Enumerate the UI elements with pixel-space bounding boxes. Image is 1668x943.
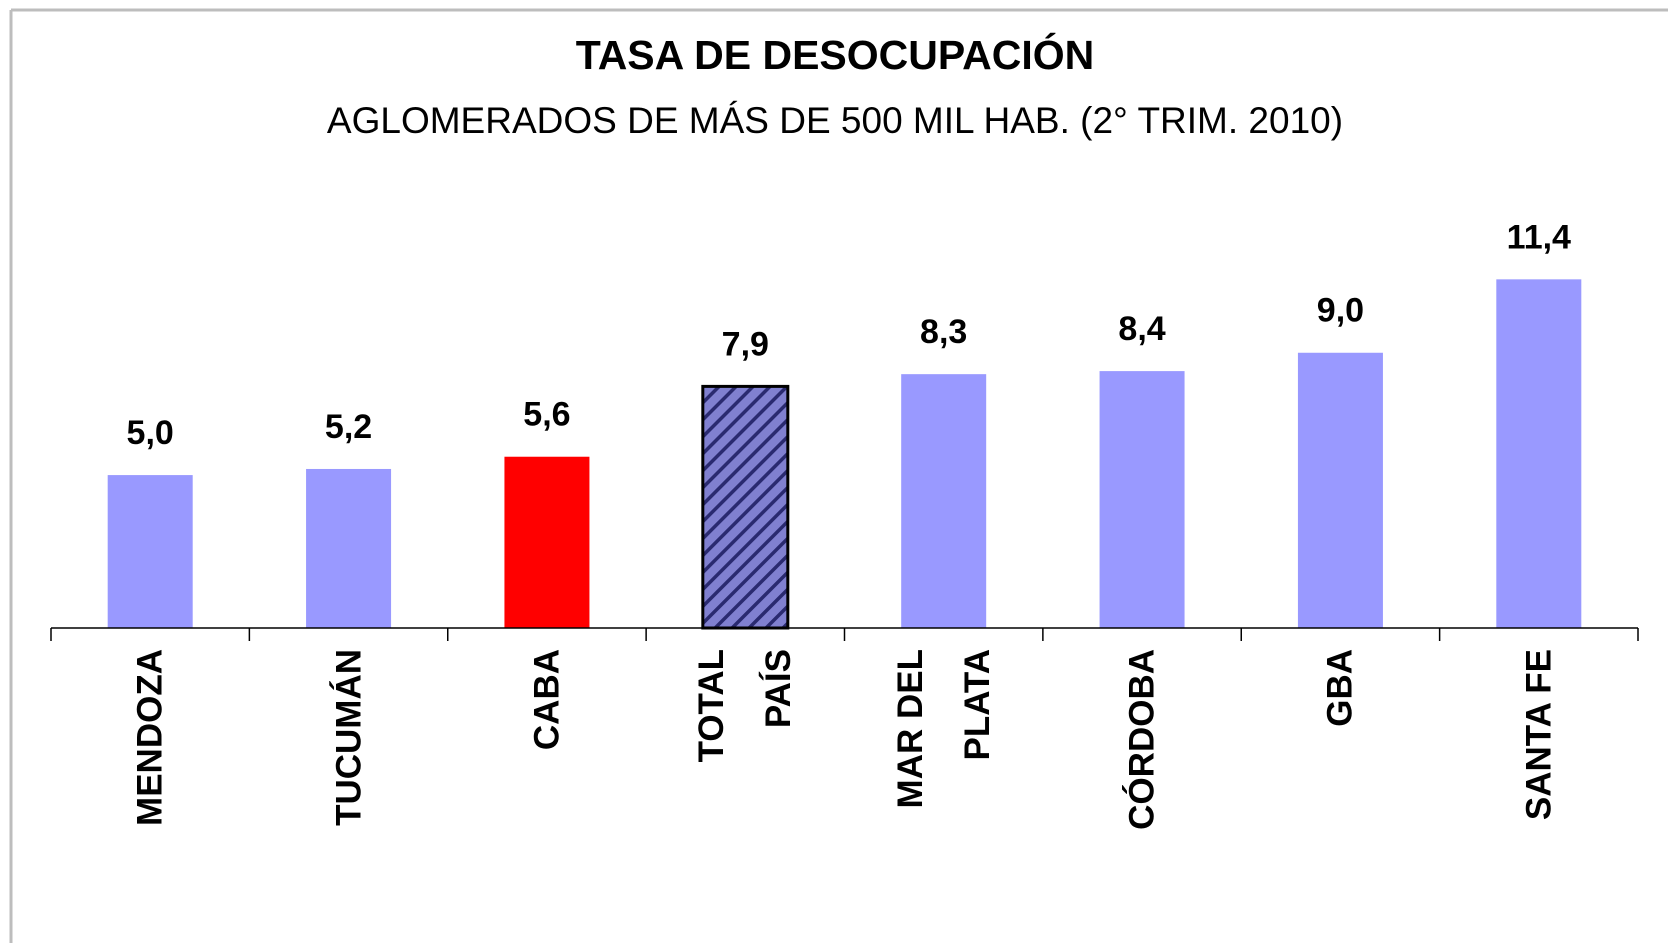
bar <box>107 475 193 628</box>
bar <box>1496 279 1582 628</box>
x-tick-label: CÓRDOBA <box>1122 649 1162 830</box>
value-label: 8,4 <box>1118 310 1165 348</box>
bar <box>504 456 590 628</box>
value-label: 7,9 <box>722 325 769 363</box>
chart-title: TASA DE DESOCUPACIÓN <box>576 32 1095 78</box>
value-label: 5,0 <box>127 414 174 452</box>
x-tick-label: TOTAL PAÍS <box>692 649 799 763</box>
value-label: 5,2 <box>325 408 372 446</box>
x-tick-label: CABA <box>527 649 567 751</box>
bar <box>1099 371 1185 628</box>
value-label: 11,4 <box>1507 218 1571 256</box>
x-tick-label: MAR DEL PLATA <box>890 649 997 809</box>
bar <box>1297 352 1383 628</box>
bar <box>701 384 790 630</box>
value-label: 8,3 <box>920 313 967 351</box>
x-tick-label: SANTA FE <box>1519 649 1559 821</box>
chart-subtitle: AGLOMERADOS DE MÁS DE 500 MIL HAB. (2° T… <box>327 100 1343 141</box>
value-label: 9,0 <box>1317 292 1364 330</box>
x-tick-label: TUCUMÁN <box>329 649 369 826</box>
value-label: 5,6 <box>523 396 570 434</box>
x-tick-label: GBA <box>1320 649 1360 727</box>
bar <box>901 374 987 628</box>
x-tick-label: MENDOZA <box>130 649 170 826</box>
bar <box>306 468 392 628</box>
